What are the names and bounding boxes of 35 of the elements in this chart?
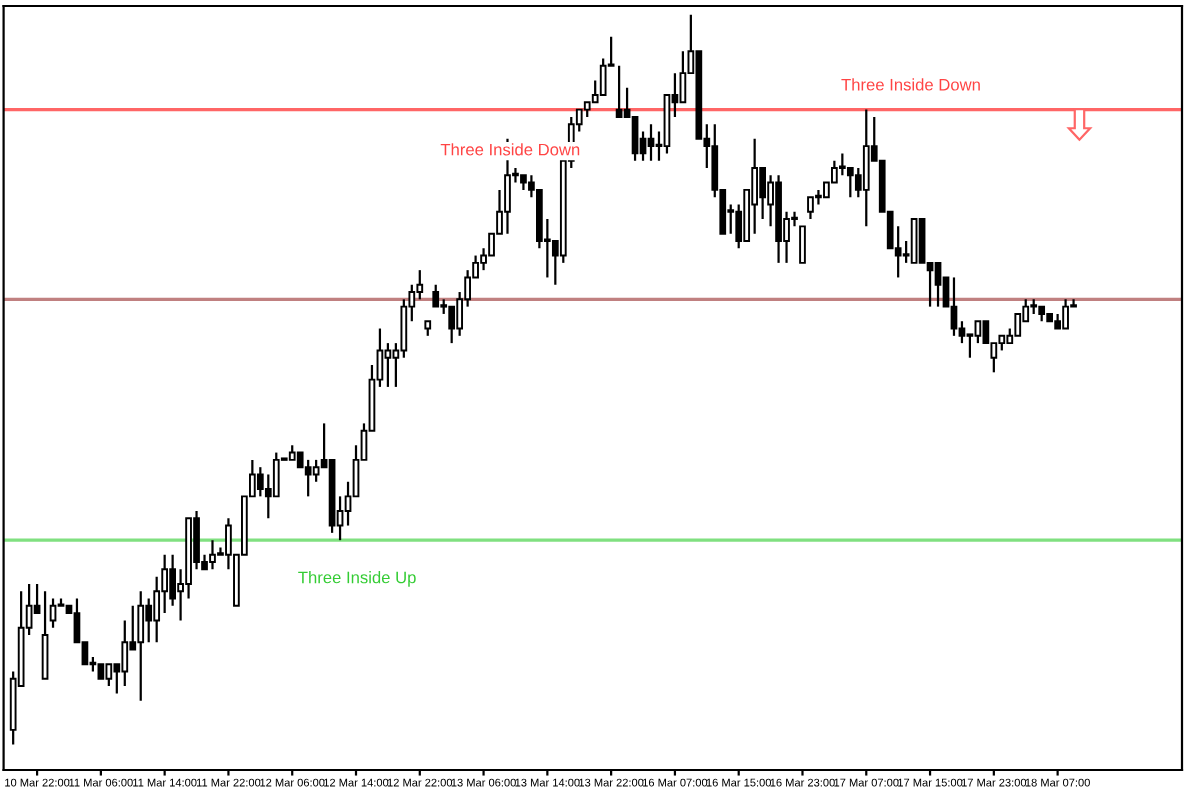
- annotation: Three Inside Down: [841, 78, 980, 91]
- candlestick: [647, 123, 655, 162]
- candlestick: [918, 218, 926, 264]
- candlestick: [846, 166, 854, 199]
- candlestick: [145, 597, 153, 644]
- candlestick: [615, 64, 623, 119]
- candlestick: [304, 458, 312, 498]
- candlestick: [910, 218, 918, 264]
- candlestick: [815, 188, 822, 206]
- candlestick: [679, 50, 687, 104]
- candlestick: [751, 137, 759, 235]
- candlestick: [599, 57, 607, 97]
- candlestick: [807, 196, 814, 221]
- candlestick: [448, 305, 456, 345]
- candlestick: [950, 276, 958, 337]
- candlestick: [41, 590, 49, 680]
- candlestick: [759, 166, 766, 221]
- annotation: Three Inside Up: [298, 571, 416, 587]
- candlestick: [432, 283, 440, 308]
- candlestick: [934, 261, 942, 308]
- candlestick: [153, 575, 161, 644]
- candlestick: [838, 152, 846, 177]
- candlestick: [1062, 298, 1069, 330]
- candlestick: [312, 458, 320, 483]
- candlestick: [49, 597, 57, 629]
- candlestick: [137, 590, 145, 702]
- candlestick: [272, 451, 280, 498]
- candlestick: [121, 619, 129, 688]
- candlestick: [209, 539, 216, 571]
- candlestick: [974, 320, 982, 345]
- candlestick: [862, 108, 870, 228]
- annotation: Three Inside Down: [440, 143, 580, 156]
- candlestick: [105, 663, 113, 688]
- candlestick: [1014, 312, 1022, 337]
- candlestick: [384, 342, 392, 389]
